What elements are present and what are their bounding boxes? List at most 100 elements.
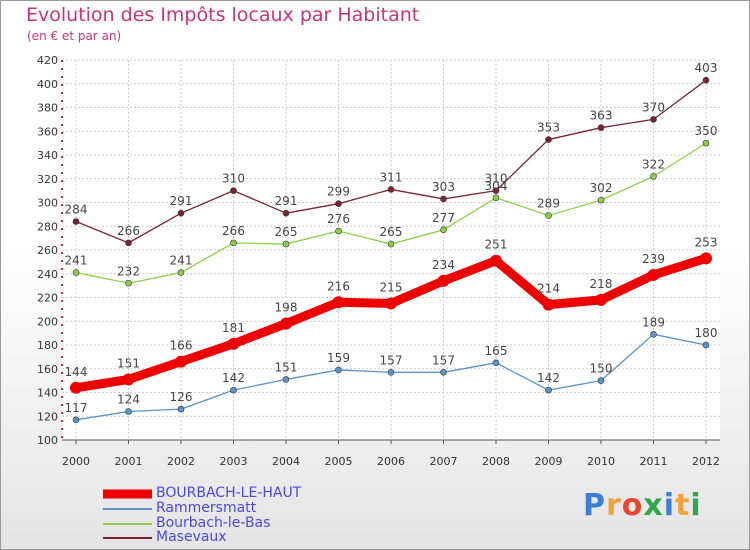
data-label: 276 xyxy=(327,212,350,226)
data-point xyxy=(177,209,185,217)
data-label: 353 xyxy=(537,121,560,135)
data-point xyxy=(282,376,290,383)
y-tick-label: 100 xyxy=(37,434,58,447)
data-label: 117 xyxy=(65,401,88,415)
data-point xyxy=(650,331,657,338)
data-label: 251 xyxy=(485,238,508,252)
x-tick-label: 2011 xyxy=(640,455,668,468)
data-point xyxy=(437,274,450,287)
proxiti-logo: Proxiti xyxy=(583,488,702,523)
y-tick-label: 180 xyxy=(37,339,58,352)
y-tick-label: 420 xyxy=(37,54,58,67)
data-label: 151 xyxy=(117,356,140,370)
data-label: 157 xyxy=(380,353,403,367)
data-point xyxy=(335,366,342,374)
data-label: 291 xyxy=(170,194,193,208)
x-tick-label: 2012 xyxy=(692,455,720,468)
data-label: 289 xyxy=(537,197,560,211)
data-label: 265 xyxy=(380,225,403,239)
data-point xyxy=(385,297,397,310)
data-point xyxy=(492,187,500,194)
data-point xyxy=(387,186,395,193)
data-label: 198 xyxy=(275,301,298,315)
data-point xyxy=(335,227,342,235)
data-point xyxy=(230,187,237,194)
data-point xyxy=(70,381,82,394)
data-label: 310 xyxy=(485,172,508,186)
x-tick-label: 2005 xyxy=(325,455,353,468)
data-point xyxy=(545,136,552,143)
data-point xyxy=(387,240,395,248)
data-label: 214 xyxy=(537,282,560,296)
data-label: 151 xyxy=(275,360,298,374)
data-label: 265 xyxy=(275,225,298,239)
data-label: 303 xyxy=(432,180,455,194)
data-label: 142 xyxy=(222,371,245,385)
logo-letter: i xyxy=(663,488,676,523)
data-label: 403 xyxy=(695,61,718,75)
data-point xyxy=(175,355,187,368)
data-point xyxy=(702,139,710,147)
data-label: 189 xyxy=(642,315,665,329)
data-point xyxy=(650,173,657,180)
y-tick-label: 380 xyxy=(37,102,58,115)
data-label: 144 xyxy=(65,365,88,379)
data-label: 311 xyxy=(380,170,403,184)
data-point xyxy=(230,239,237,247)
data-label: 159 xyxy=(327,351,350,365)
y-tick-label: 340 xyxy=(37,149,58,162)
y-tick-label: 400 xyxy=(37,78,58,91)
data-label: 266 xyxy=(222,224,245,238)
data-label: 234 xyxy=(432,258,455,272)
data-label: 299 xyxy=(327,185,350,199)
data-point xyxy=(492,194,500,202)
y-tick-label: 140 xyxy=(37,387,58,400)
legend-label: BOURBACH-LE-HAUT xyxy=(156,485,302,501)
y-tick-label: 200 xyxy=(37,315,58,328)
data-point xyxy=(177,405,185,413)
data-point xyxy=(125,279,132,287)
data-point xyxy=(332,296,345,309)
x-tick-label: 2004 xyxy=(272,455,300,468)
data-point xyxy=(597,124,605,131)
data-point xyxy=(72,269,80,276)
data-label: 215 xyxy=(380,280,403,294)
data-label: 370 xyxy=(642,100,665,114)
data-point xyxy=(597,196,605,204)
data-point xyxy=(440,226,447,234)
data-point xyxy=(280,317,292,330)
data-label: 150 xyxy=(590,362,613,376)
data-point xyxy=(122,373,135,386)
data-point xyxy=(335,200,342,207)
data-point xyxy=(125,408,132,415)
data-label: 181 xyxy=(222,321,245,335)
data-label: 350 xyxy=(695,124,718,138)
data-point xyxy=(177,269,185,276)
data-point xyxy=(647,268,660,281)
data-label: 253 xyxy=(695,235,718,249)
x-tick-label: 2000 xyxy=(62,455,90,468)
data-label: 157 xyxy=(432,353,455,367)
data-point xyxy=(597,377,605,384)
data-point xyxy=(702,341,710,349)
data-label: 322 xyxy=(642,157,665,171)
data-label: 310 xyxy=(222,172,245,186)
y-tick-label: 260 xyxy=(37,244,58,257)
data-label: 266 xyxy=(117,224,140,238)
data-point xyxy=(490,254,502,267)
y-tick-label: 160 xyxy=(37,363,58,376)
data-label: 241 xyxy=(170,254,193,268)
data-label: 124 xyxy=(117,393,140,407)
data-point xyxy=(125,239,132,247)
data-point xyxy=(387,369,395,376)
data-label: 126 xyxy=(170,390,193,404)
data-label: 241 xyxy=(65,254,88,268)
data-label: 232 xyxy=(117,264,140,278)
y-tick-label: 220 xyxy=(37,292,58,305)
data-label: 218 xyxy=(590,277,613,291)
data-label: 165 xyxy=(485,344,508,358)
logo-letter: P xyxy=(583,488,606,523)
data-point xyxy=(545,386,552,394)
data-label: 166 xyxy=(170,339,193,353)
legend-label: Masevaux xyxy=(156,529,227,545)
